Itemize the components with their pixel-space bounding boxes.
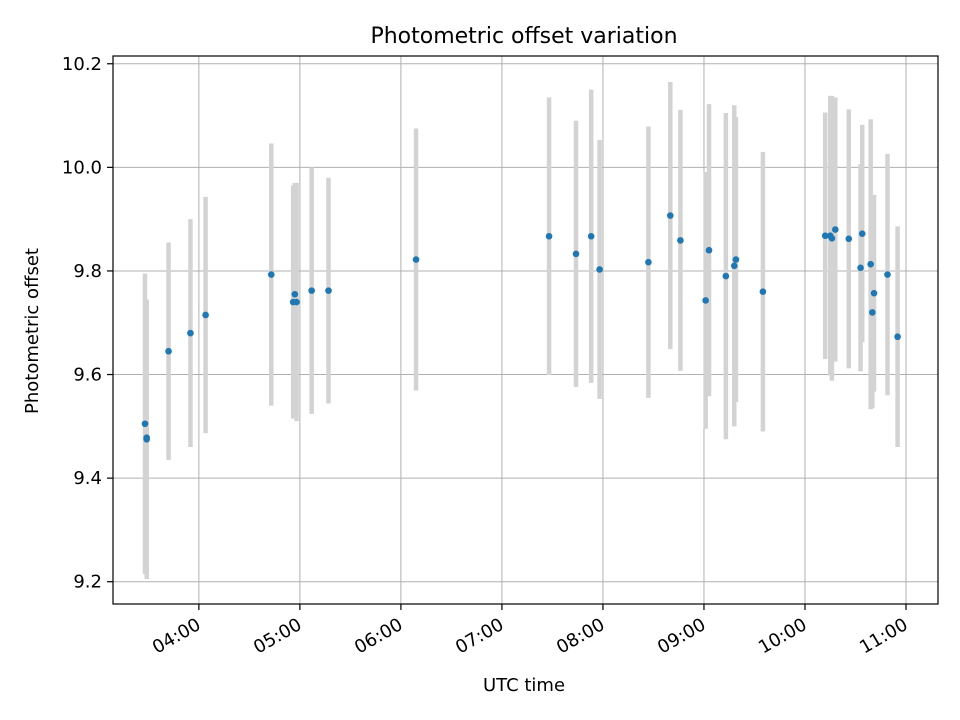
x-tick-label: 05:00 [250, 614, 305, 658]
x-axis-ticks: 04:00 05:00 06:00 07:00 08:00 09:00 10:00 11:00 [149, 604, 912, 658]
x-axis-title: UTC time [483, 675, 565, 696]
data-point [730, 262, 738, 270]
data-point [894, 333, 901, 341]
data-point [759, 288, 767, 295]
data-point [857, 264, 864, 272]
x-tick-label: 06:00 [351, 614, 406, 658]
data-point [869, 309, 876, 316]
data-point [202, 311, 209, 319]
data-point [596, 266, 603, 273]
data-point [705, 246, 713, 254]
data-point [412, 256, 420, 263]
data-point [645, 258, 652, 266]
y-tick-label: 9.6 [73, 365, 102, 386]
data-point [587, 232, 595, 240]
data-point [291, 290, 299, 298]
x-tick-label: 11:00 [856, 614, 911, 658]
data-point [308, 287, 315, 294]
data-point [858, 230, 866, 237]
x-tick-label: 08:00 [553, 614, 608, 658]
data-point [845, 235, 853, 243]
x-tick-label: 09:00 [654, 614, 709, 658]
data-points [141, 212, 901, 443]
x-tick-label: 07:00 [452, 614, 507, 658]
y-tick-label: 9.8 [73, 261, 102, 282]
data-point [702, 297, 709, 304]
data-point [141, 420, 149, 428]
data-point [732, 256, 740, 263]
x-tick-label: 10:00 [755, 614, 810, 658]
grid-lines [113, 56, 938, 604]
y-tick-label: 9.4 [73, 468, 102, 489]
data-point [722, 272, 730, 280]
plot-frame [112, 55, 939, 605]
data-point [884, 271, 891, 278]
data-point [666, 212, 674, 219]
data-point [267, 271, 275, 278]
data-point [165, 347, 172, 355]
data-point [187, 329, 194, 337]
y-tick-label: 9.2 [73, 572, 102, 593]
data-point [867, 260, 874, 268]
data-point [545, 232, 553, 240]
data-point [325, 287, 332, 294]
data-point [143, 435, 150, 443]
data-point [293, 298, 300, 306]
error-bars [142, 81, 900, 580]
data-point [831, 226, 839, 233]
y-axis-ticks: 9.2 9.4 9.6 9.8 10.0 10.2 [62, 54, 113, 593]
data-point [870, 289, 878, 297]
x-tick-label: 04:00 [149, 614, 204, 658]
data-point [677, 237, 684, 244]
data-point [821, 232, 829, 240]
data-point [572, 250, 580, 258]
chart-title: Photometric offset variation [370, 24, 677, 49]
y-tick-label: 10.0 [62, 157, 102, 178]
y-axis-title: Photometric offset [22, 248, 43, 414]
y-tick-label: 10.2 [62, 54, 102, 75]
data-point [828, 235, 836, 242]
